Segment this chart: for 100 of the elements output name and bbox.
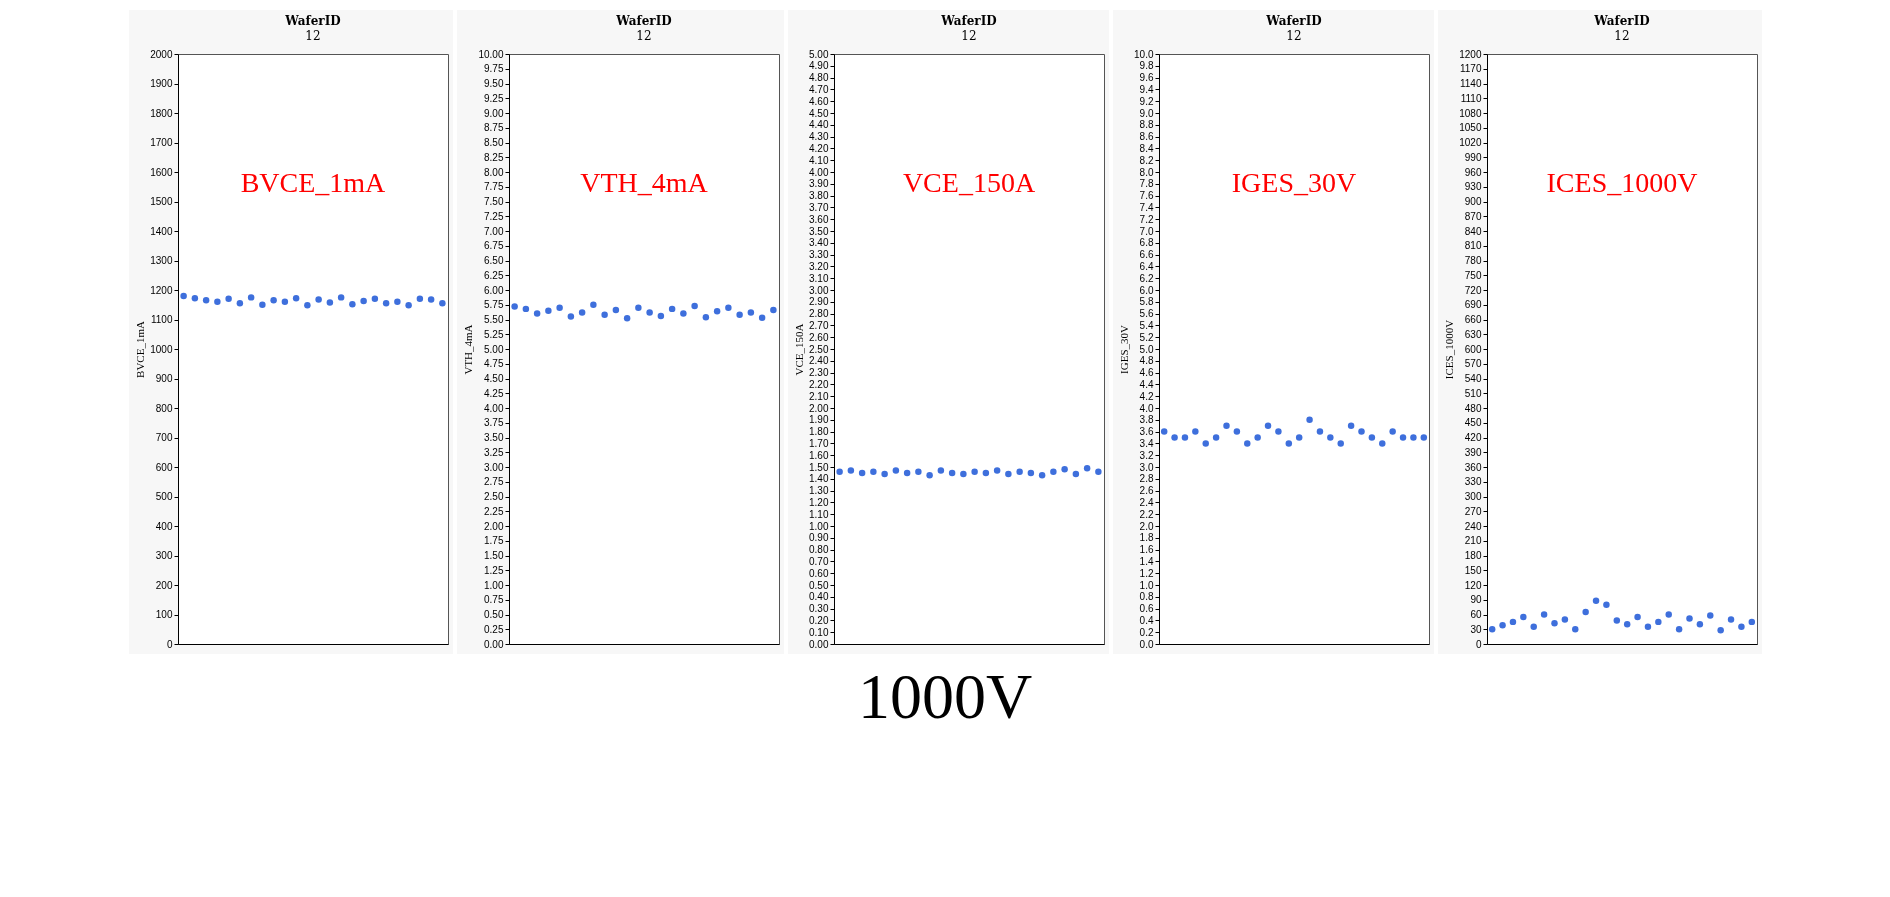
y-tick-label: 2.8 <box>1139 473 1154 485</box>
y-tick-label: 700 <box>155 432 173 443</box>
y-tick-label: 0.90 <box>808 532 829 544</box>
point <box>1274 428 1282 435</box>
y-tick-label: 900 <box>155 373 173 384</box>
y-tick-label: 8.00 <box>483 166 504 178</box>
y-tick-label: 660 <box>1464 314 1482 325</box>
y-tick-label: 8.50 <box>483 137 504 148</box>
y-tick-label: 200 <box>155 579 173 591</box>
y-axis-title: ICES_1000V <box>1442 319 1455 380</box>
point <box>1336 440 1344 447</box>
y-tick-label: 0.20 <box>808 614 829 626</box>
y-tick-label: 7.00 <box>483 225 504 237</box>
y-tick-label: 1.0 <box>1139 579 1154 591</box>
point <box>1170 434 1178 441</box>
point <box>393 298 401 306</box>
y-tick-label: 0.6 <box>1139 603 1154 615</box>
y-tick-label: 6.2 <box>1139 272 1154 284</box>
y-tick-label: 1500 <box>149 196 173 207</box>
y-tick-label: 1050 <box>1458 122 1482 134</box>
y-tick-label: 1.50 <box>483 550 504 561</box>
y-tick-label: 180 <box>1464 550 1482 561</box>
y-tick-label: 2.25 <box>483 505 504 517</box>
y-tick-label: 6.6 <box>1139 249 1154 261</box>
y-tick-label: 6.75 <box>483 240 504 252</box>
y-tick-label: 840 <box>1464 225 1482 237</box>
y-tick-label: 3.2 <box>1139 449 1154 461</box>
point <box>281 298 288 306</box>
y-axis-title: VTH_4mA <box>461 324 474 375</box>
y-tick-label: 9.8 <box>1139 60 1154 72</box>
y-tick-label: 1.60 <box>808 449 829 461</box>
y-tick-label: 4.4 <box>1139 378 1154 390</box>
point <box>269 297 277 304</box>
point <box>258 301 266 308</box>
chart-subtitle: 12 <box>1613 29 1630 43</box>
point <box>247 294 254 301</box>
y-tick-label: 4.20 <box>808 142 829 154</box>
y-tick-label: 2000 <box>149 48 173 60</box>
point <box>191 295 198 302</box>
y-tick-label: 300 <box>1464 491 1482 502</box>
y-tick-label: 210 <box>1464 535 1482 547</box>
y-tick-label: 5.25 <box>483 328 504 340</box>
y-tick-label: 800 <box>155 402 173 414</box>
point <box>359 297 367 305</box>
y-tick-label: 4.70 <box>808 83 829 95</box>
y-tick-label: 7.6 <box>1139 190 1154 202</box>
y-tick-label: 4.30 <box>808 131 829 143</box>
y-tick-label: 0.0 <box>1139 638 1154 650</box>
y-tick-label: 2.6 <box>1139 485 1154 497</box>
y-tick-label: 2.10 <box>808 390 829 402</box>
y-tick-label: 7.2 <box>1139 213 1154 225</box>
y-tick-label: 0.30 <box>808 603 829 615</box>
point <box>544 307 552 314</box>
y-tick-label: 420 <box>1464 432 1482 443</box>
y-tick-label: 6.25 <box>483 269 504 281</box>
point <box>668 305 675 313</box>
y-tick-label: 2.75 <box>483 476 504 488</box>
y-tick-label: 1700 <box>149 137 173 148</box>
point <box>337 294 344 301</box>
point <box>348 300 356 308</box>
y-tick-label: 3.80 <box>808 190 829 202</box>
annotation: VCE_150A <box>902 166 1036 198</box>
point <box>382 300 389 307</box>
y-tick-label: 1.50 <box>808 461 829 473</box>
point <box>371 295 378 303</box>
point <box>1347 422 1354 429</box>
point <box>438 300 446 307</box>
y-tick-label: 1140 <box>1459 78 1482 89</box>
annotation: ICES_1000V <box>1546 166 1697 198</box>
y-tick-label: 0.80 <box>808 544 829 556</box>
y-tick-label: 750 <box>1464 269 1482 281</box>
y-tick-label: 8.25 <box>483 151 504 163</box>
y-tick-label: 4.6 <box>1139 367 1154 379</box>
point <box>747 309 754 316</box>
y-tick-label: 1600 <box>149 166 173 178</box>
y-tick-label: 4.00 <box>483 402 504 414</box>
y-tick-label: 1200 <box>1458 48 1482 60</box>
y-tick-label: 600 <box>1464 343 1482 355</box>
point <box>634 304 642 311</box>
y-tick-label: 480 <box>1464 402 1482 414</box>
y-tick-label: 7.0 <box>1139 225 1154 237</box>
y-tick-label: 1300 <box>149 255 173 266</box>
y-tick-label: 3.25 <box>483 446 504 458</box>
y-tick-label: 810 <box>1464 240 1482 252</box>
point <box>1201 440 1209 447</box>
y-tick-label: 60 <box>1469 609 1482 620</box>
point <box>292 295 299 302</box>
point <box>1295 434 1302 441</box>
y-tick-label: 5.0 <box>1139 343 1154 355</box>
y-tick-label: 90 <box>1469 594 1482 606</box>
y-tick-label: 3.90 <box>808 178 829 190</box>
point <box>612 306 619 314</box>
y-tick-label: 4.40 <box>808 119 829 131</box>
y-tick-label: 4.80 <box>808 72 829 84</box>
y-tick-label: 2.20 <box>808 378 829 390</box>
y-tick-label: 5.00 <box>483 343 504 355</box>
y-tick-label: 400 <box>155 520 173 532</box>
point <box>326 299 333 306</box>
point <box>533 310 540 317</box>
y-tick-label: 7.75 <box>483 181 504 193</box>
